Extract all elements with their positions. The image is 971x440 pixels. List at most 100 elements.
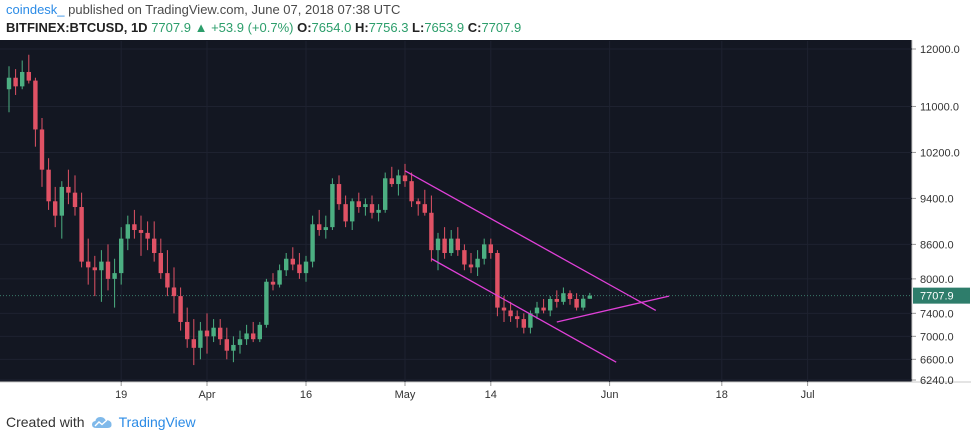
candle-body[interactable]: [297, 264, 302, 274]
trendline[interactable]: [431, 258, 617, 363]
candle-body[interactable]: [112, 273, 117, 279]
candle-body[interactable]: [290, 258, 295, 265]
candle-body[interactable]: [435, 238, 441, 251]
candle-body[interactable]: [178, 296, 183, 322]
candle-body[interactable]: [105, 261, 111, 279]
candle-body[interactable]: [145, 232, 150, 239]
candle-body[interactable]: [336, 184, 342, 205]
candle-body[interactable]: [224, 339, 229, 351]
candle-body[interactable]: [541, 307, 546, 311]
candle-body[interactable]: [132, 224, 137, 231]
candle-body[interactable]: [356, 201, 361, 208]
x-tick-label: May: [395, 389, 416, 401]
candle-body[interactable]: [198, 330, 203, 348]
candle-body[interactable]: [442, 238, 447, 254]
candle-body[interactable]: [251, 333, 256, 340]
tradingview-link[interactable]: TradingView: [118, 414, 196, 430]
candle-body[interactable]: [66, 186, 71, 193]
candle-body[interactable]: [86, 261, 91, 268]
candle-body[interactable]: [449, 238, 454, 254]
candle-body[interactable]: [561, 293, 566, 302]
candle-body[interactable]: [462, 250, 467, 265]
candle-body[interactable]: [46, 169, 51, 202]
candle-body[interactable]: [508, 310, 513, 317]
y-tick-label: 7400.0: [920, 308, 954, 320]
open-label: O:: [297, 20, 312, 35]
candle-body[interactable]: [330, 184, 335, 228]
candle-body[interactable]: [303, 261, 309, 274]
candle-body[interactable]: [376, 209, 381, 213]
last-price-badge: [913, 287, 970, 304]
candle-body[interactable]: [343, 204, 348, 222]
candle-body[interactable]: [59, 186, 64, 216]
candle-body[interactable]: [350, 201, 355, 222]
candle-body[interactable]: [204, 330, 210, 337]
trendline[interactable]: [404, 170, 657, 312]
candle-body[interactable]: [257, 324, 262, 340]
candle-body[interactable]: [488, 244, 493, 254]
candle-body[interactable]: [422, 204, 427, 213]
candle-body[interactable]: [554, 298, 559, 302]
candle-body[interactable]: [244, 333, 249, 340]
candle-body[interactable]: [185, 321, 190, 340]
candle-body[interactable]: [396, 175, 401, 185]
candle-body[interactable]: [191, 339, 196, 348]
candle-body[interactable]: [534, 307, 540, 314]
candle-body[interactable]: [26, 71, 31, 81]
candle-body[interactable]: [475, 258, 480, 268]
candle-body[interactable]: [152, 238, 157, 254]
candle-body[interactable]: [237, 339, 243, 345]
candle-body[interactable]: [521, 319, 526, 328]
candle-body[interactable]: [171, 287, 177, 297]
candle-body[interactable]: [158, 253, 163, 274]
candle-body[interactable]: [138, 230, 144, 233]
x-tick-label: Jul: [801, 389, 815, 401]
candle-body[interactable]: [53, 201, 58, 216]
candle-body[interactable]: [277, 270, 282, 285]
candle-body[interactable]: [284, 258, 289, 271]
candle-body[interactable]: [33, 80, 38, 130]
candle-body[interactable]: [389, 178, 394, 185]
candle-body[interactable]: [218, 327, 223, 340]
author-link[interactable]: coindesk_: [6, 2, 65, 17]
candle-body[interactable]: [567, 293, 573, 299]
candle-body[interactable]: [125, 224, 130, 239]
candle-body[interactable]: [92, 267, 97, 271]
candle-body[interactable]: [501, 307, 507, 311]
candle-body[interactable]: [548, 298, 553, 311]
candle-body[interactable]: [79, 207, 84, 262]
candle-body[interactable]: [369, 204, 375, 213]
candle-body[interactable]: [409, 181, 414, 202]
candle-body[interactable]: [587, 295, 592, 299]
candle-body[interactable]: [39, 129, 45, 170]
candle-body[interactable]: [165, 273, 170, 288]
candle-body[interactable]: [6, 77, 12, 90]
candle-body[interactable]: [468, 264, 474, 268]
candle-body[interactable]: [211, 327, 216, 337]
candlestick-chart[interactable]: 12000.0 11000.0 10200.0 9400.0 8600.0 8000.0 7…: [0, 40, 971, 410]
candle-body[interactable]: [581, 298, 586, 308]
candle-body[interactable]: [363, 204, 368, 208]
candle-body[interactable]: [119, 238, 124, 274]
candle-body[interactable]: [323, 227, 328, 231]
candle-body[interactable]: [310, 224, 315, 262]
trendline[interactable]: [556, 295, 670, 323]
candle-body[interactable]: [231, 344, 236, 351]
candle-body[interactable]: [482, 244, 487, 259]
candle-body[interactable]: [495, 253, 500, 308]
candle-body[interactable]: [99, 261, 104, 271]
candle-body[interactable]: [13, 77, 18, 87]
candle-body[interactable]: [429, 212, 434, 251]
candle-body[interactable]: [574, 298, 579, 308]
candle-body[interactable]: [264, 281, 269, 325]
candle-body[interactable]: [528, 313, 533, 328]
candle-body[interactable]: [20, 71, 25, 87]
candle-body[interactable]: [270, 281, 276, 285]
candle-body[interactable]: [72, 192, 78, 208]
candle-body[interactable]: [383, 178, 388, 210]
candle-body[interactable]: [317, 224, 322, 231]
candle-body[interactable]: [402, 175, 408, 182]
candle-body[interactable]: [515, 316, 520, 320]
candle-body[interactable]: [455, 238, 460, 251]
candle-body[interactable]: [416, 201, 421, 205]
